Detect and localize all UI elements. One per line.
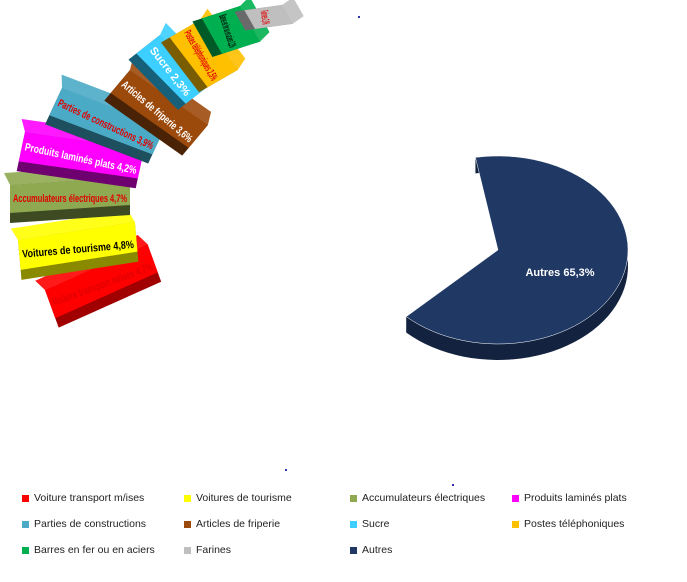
slice-data-label: Farines 2,0% [258, 10, 272, 26]
legend-swatch [350, 520, 357, 528]
legend-label: Barres en fer ou en aciers [34, 544, 155, 556]
legend-swatch [512, 520, 519, 528]
legend-item: Sucre [350, 516, 512, 532]
legend-label: Voitures de tourisme [196, 492, 292, 504]
legend-item: Autres [350, 542, 512, 558]
legend-item: Parties de constructions [22, 516, 184, 532]
legend-swatch [184, 520, 191, 528]
legend-swatch [22, 494, 29, 502]
legend-item: Voiture transport m/ises [22, 490, 184, 506]
legend-swatch [512, 494, 519, 502]
legend-label: Parties de constructions [34, 518, 147, 530]
legend-item: Voitures de tourisme [184, 490, 350, 506]
legend-label: Farines [196, 544, 232, 556]
pie-slice-10 [405, 155, 629, 360]
legend-label: Produits laminés plats [524, 492, 627, 504]
legend-swatch [350, 546, 357, 554]
legend-item: Farines [184, 542, 350, 558]
legend-label: Accumulateurs électriques [362, 492, 486, 504]
pie-slice-exploded-9: Farines 2,0% [234, 0, 304, 31]
legend-swatch [22, 520, 29, 528]
decor-dot [358, 16, 360, 18]
pie-slice-exploded-1: Voitures de tourisme 4,8% [10, 210, 139, 280]
legend-item: Postes téléphoniques [512, 516, 672, 532]
decor-dot [452, 484, 454, 486]
legend-swatch [350, 494, 357, 502]
pie-slice-side [406, 156, 628, 360]
slice-data-label: Accumulateurs électriques 4,7% [13, 193, 127, 205]
legend-label: Postes téléphoniques [524, 518, 625, 530]
legend-label: Voiture transport m/ises [34, 492, 145, 504]
legend-item: Produits laminés plats [512, 490, 672, 506]
legend-item: Articles de friperie [184, 516, 350, 532]
slice-data-label-autres: Autres 65,3% [525, 267, 594, 279]
legend-swatch [184, 494, 191, 502]
legend-swatch [22, 546, 29, 554]
pie-slice-top [405, 155, 629, 345]
legend-swatch [184, 546, 191, 554]
legend-label: Autres [362, 544, 393, 556]
chart-legend: Voiture transport m/ises Voitures de tour… [22, 490, 672, 558]
legend-item: Barres en fer ou en aciers [22, 542, 184, 558]
legend-label: Articles de friperie [196, 518, 281, 530]
pie-chart: Voiture transport m/ises 4,7%Voitures de… [4, 0, 629, 360]
legend-label: Sucre [362, 518, 390, 530]
decor-dot [285, 469, 287, 471]
legend-item: Accumulateurs électriques [350, 490, 512, 506]
